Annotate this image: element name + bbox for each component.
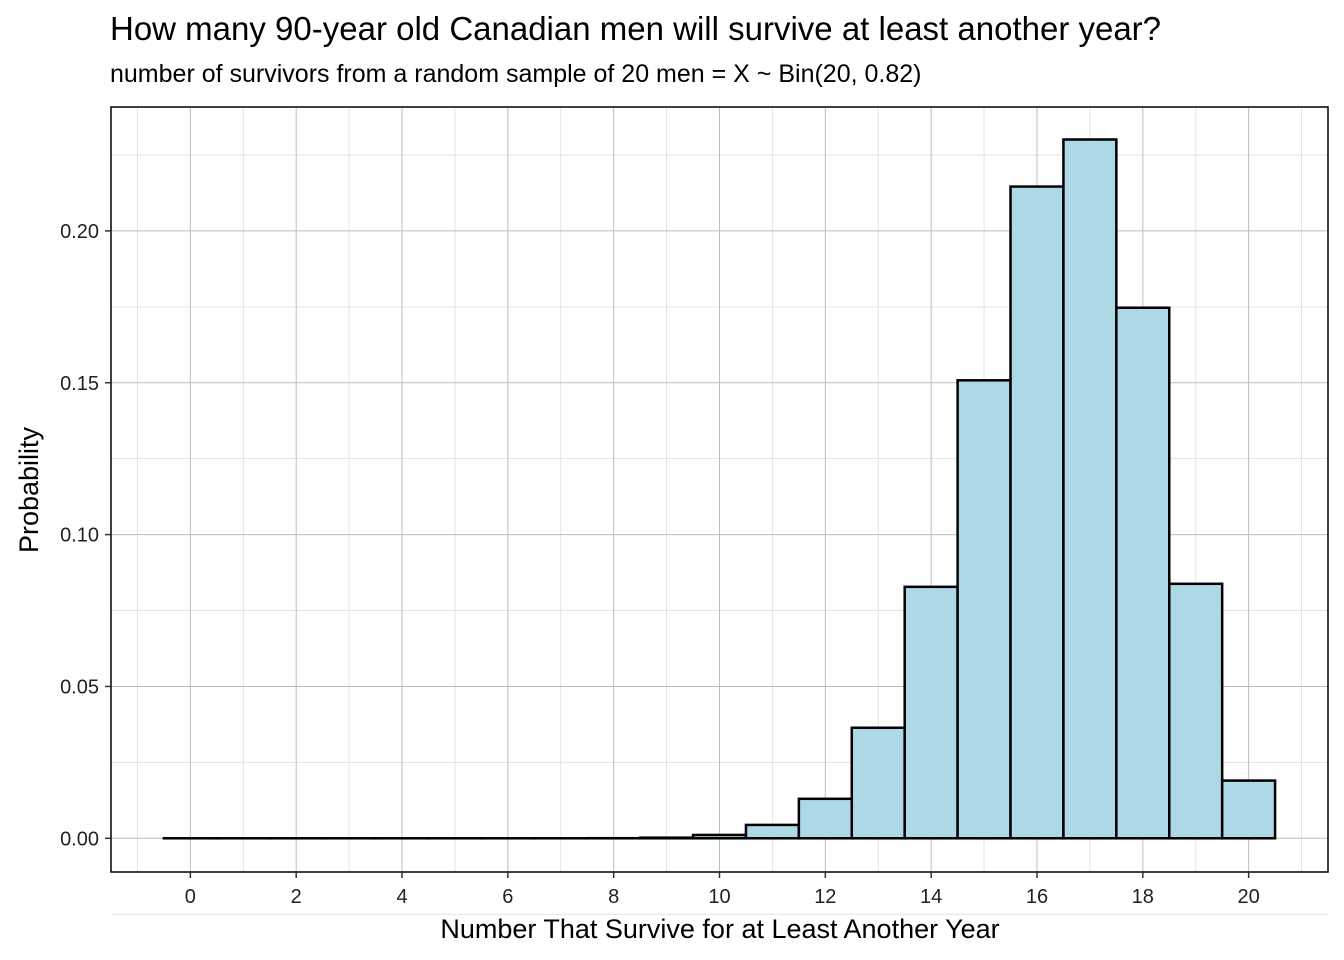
x-axis: 0 2 4 6 8 10 12 14 16 18 20: [185, 872, 1260, 908]
x-tick-label: 0: [185, 886, 196, 908]
bar-16: [1009, 185, 1065, 840]
bar-20: [1220, 779, 1277, 840]
y-axis: 0.00 0.05 0.10 0.15 0.20: [60, 221, 111, 850]
bar-10: [691, 833, 748, 840]
x-axis-label: Number That Survive for at Least Another…: [440, 914, 999, 944]
chart-title: How many 90-year old Canadian men will s…: [110, 10, 1162, 47]
bar-15: [956, 379, 1012, 840]
bars: [162, 138, 1277, 840]
y-tick-label: 0.00: [60, 828, 99, 850]
y-tick-label: 0.10: [60, 525, 99, 547]
bar-19: [1168, 582, 1224, 840]
bar-17: [1062, 138, 1118, 840]
y-axis-label: Probability: [14, 426, 44, 553]
x-tick-label: 14: [920, 886, 942, 908]
x-tick-label: 2: [291, 886, 302, 908]
x-tick-label: 16: [1026, 886, 1048, 908]
bar-12: [797, 797, 854, 840]
y-tick-label: 0.05: [60, 676, 99, 698]
x-tick-label: 6: [502, 886, 513, 908]
x-tick-label: 10: [708, 886, 730, 908]
bar-9: [638, 836, 695, 840]
bar-13: [850, 726, 906, 840]
y-tick-label: 0.20: [60, 221, 99, 243]
x-tick-label: 12: [814, 886, 836, 908]
x-tick-label: 20: [1238, 886, 1260, 908]
x-tick-label: 4: [396, 886, 407, 908]
bar-11: [744, 823, 801, 840]
bar-18: [1115, 306, 1171, 840]
x-tick-label: 8: [608, 886, 619, 908]
chart-subtitle: number of survivors from a random sample…: [110, 60, 922, 88]
x-tick-label: 18: [1132, 886, 1154, 908]
y-tick-label: 0.15: [60, 373, 99, 395]
bar-14: [903, 585, 959, 840]
